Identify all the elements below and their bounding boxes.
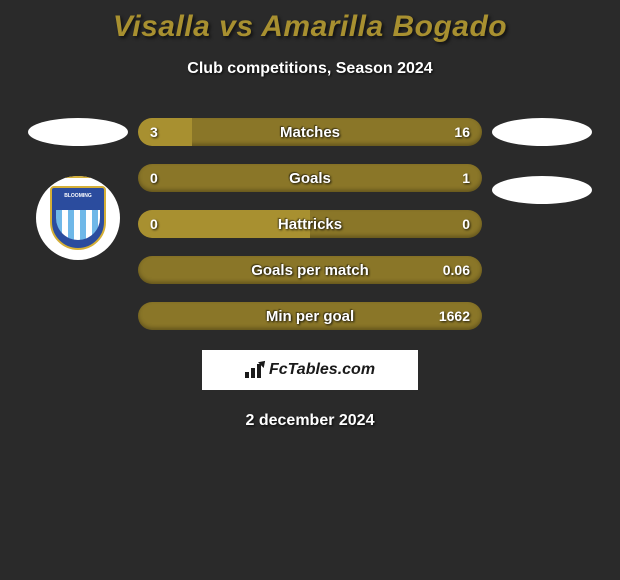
brand-label: FcTables.com xyxy=(269,361,375,379)
badge-shield-icon: BLOOMING xyxy=(50,186,106,250)
stat-value-right: 0.06 xyxy=(443,262,470,278)
chart-icon xyxy=(245,362,265,378)
badge-crown-icon xyxy=(58,176,98,178)
brand-box[interactable]: FcTables.com xyxy=(202,350,418,390)
date-label: 2 december 2024 xyxy=(0,412,620,430)
page-title: Visalla vs Amarilla Bogado xyxy=(0,10,620,44)
stat-value-right: 1662 xyxy=(439,308,470,324)
player-avatar-right xyxy=(492,118,592,146)
right-column xyxy=(492,118,592,204)
stat-value-left: 0 xyxy=(150,216,158,232)
stat-label: Min per goal xyxy=(266,308,354,325)
stat-label: Goals per match xyxy=(251,262,369,279)
stats-area: BLOOMING 3 Matches 16 0 Goals 1 0 Hattricks 0 Goa… xyxy=(0,118,620,330)
stat-fill-left xyxy=(138,118,192,146)
badge-stripes-icon xyxy=(56,210,100,240)
badge-text: BLOOMING xyxy=(64,194,92,199)
stat-value-left: 3 xyxy=(150,124,158,140)
stat-value-right: 0 xyxy=(462,216,470,232)
left-column: BLOOMING xyxy=(28,118,128,260)
stat-bar: Goals per match 0.06 xyxy=(138,256,482,284)
stat-bar: Min per goal 1662 xyxy=(138,302,482,330)
comparison-card: Visalla vs Amarilla Bogado Club competit… xyxy=(0,0,620,440)
stat-bar: 3 Matches 16 xyxy=(138,118,482,146)
stat-label: Matches xyxy=(280,124,340,141)
stat-value-left: 0 xyxy=(150,170,158,186)
stat-label: Goals xyxy=(289,170,331,187)
subtitle: Club competitions, Season 2024 xyxy=(0,60,620,78)
club-badge-left: BLOOMING xyxy=(36,176,120,260)
club-badge-right xyxy=(492,176,592,204)
stat-label: Hattricks xyxy=(278,216,342,233)
stat-bar: 0 Goals 1 xyxy=(138,164,482,192)
stat-bars: 3 Matches 16 0 Goals 1 0 Hattricks 0 Goals per ma… xyxy=(138,118,482,330)
stat-value-right: 1 xyxy=(462,170,470,186)
player-avatar-left xyxy=(28,118,128,146)
stat-bar: 0 Hattricks 0 xyxy=(138,210,482,238)
stat-value-right: 16 xyxy=(454,124,470,140)
